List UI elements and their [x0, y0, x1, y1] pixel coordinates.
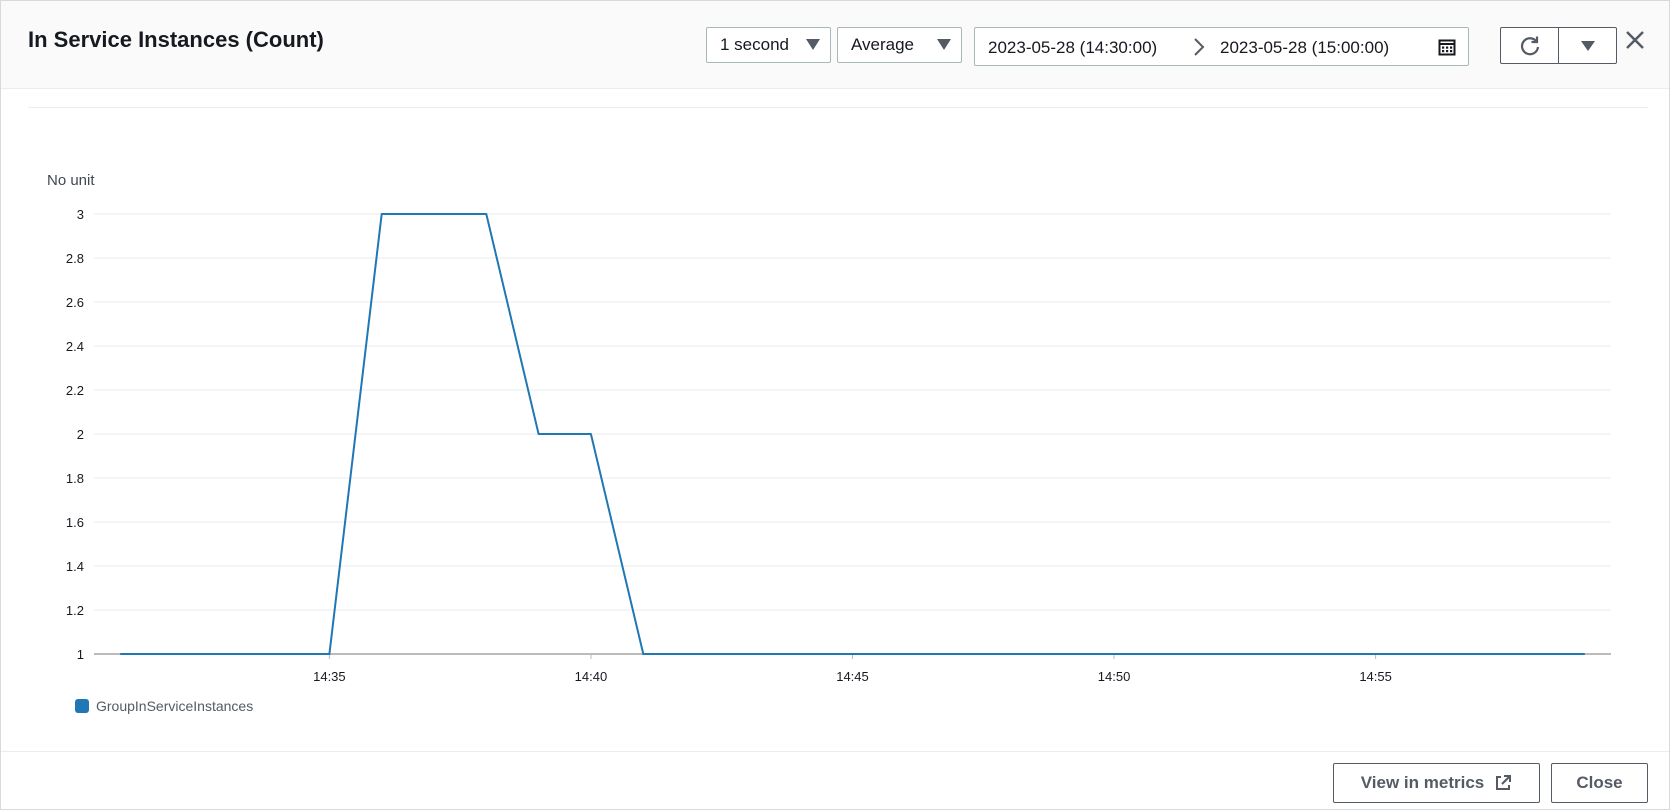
y-tick-label: 2.4: [66, 339, 84, 354]
range-end: 2023-05-28 (15:00:00): [1220, 38, 1390, 57]
statistic-value: Average: [851, 35, 915, 54]
date-range-picker[interactable]: 2023-05-28 (14:30:00) 2023-05-28 (15:00:…: [974, 27, 1469, 66]
modal-header: In Service Instances (Count) 1 second Av…: [1, 1, 1669, 89]
x-tick-label: 14:35: [313, 669, 346, 684]
refresh-icon: [1520, 36, 1540, 56]
page-title: In Service Instances (Count): [28, 27, 324, 52]
refresh-options-button[interactable]: [1558, 27, 1617, 64]
y-tick-label: 2: [77, 427, 84, 442]
period-select[interactable]: 1 second: [706, 27, 831, 63]
view-in-metrics-label: View in metrics: [1360, 773, 1485, 792]
y-tick-label: 1.2: [66, 603, 84, 618]
y-tick-label: 2.8: [66, 251, 84, 266]
y-tick-label: 3: [77, 207, 84, 222]
caret-down-icon: [1581, 41, 1595, 51]
line-chart: 1 1.2 1.4 1.6 1.8 2 2.2 2.4 2.6 2.8 3 14:35 14:40 14:…: [66, 207, 1611, 684]
calendar-icon[interactable]: [1438, 38, 1456, 56]
statistic-select[interactable]: Average: [837, 27, 962, 63]
close-icon[interactable]: [1624, 29, 1646, 51]
y-tick-label: 1.8: [66, 471, 84, 486]
caret-down-icon: [937, 39, 951, 50]
x-tick-label: 14:40: [575, 669, 608, 684]
footer-divider: [1, 751, 1669, 752]
chevron-right-icon: [1194, 38, 1205, 56]
y-tick-label: 1.6: [66, 515, 84, 530]
caret-down-icon: [806, 39, 820, 50]
view-in-metrics-button[interactable]: View in metrics: [1333, 763, 1540, 803]
close-button[interactable]: Close: [1551, 763, 1648, 803]
y-tick-label: 1: [77, 647, 84, 662]
x-tick-label: 14:55: [1359, 669, 1392, 684]
close-button-label: Close: [1576, 773, 1623, 792]
y-tick-label: 2.6: [66, 295, 84, 310]
x-tick-label: 14:50: [1098, 669, 1131, 684]
refresh-button[interactable]: [1500, 27, 1559, 64]
legend-label: GroupInServiceInstances: [96, 698, 254, 714]
legend[interactable]: GroupInServiceInstances: [75, 698, 253, 714]
range-start: 2023-05-28 (14:30:00): [988, 38, 1158, 57]
unit-label: No unit: [47, 172, 95, 189]
series-line-GroupInServiceInstances: [120, 213, 1585, 655]
external-link-icon: [1496, 775, 1512, 790]
legend-swatch: [75, 699, 89, 713]
y-tick-label: 1.4: [66, 559, 84, 574]
x-tick-label: 14:45: [836, 669, 869, 684]
divider: [28, 107, 1648, 108]
period-value: 1 second: [720, 35, 789, 54]
y-tick-label: 2.2: [66, 383, 84, 398]
